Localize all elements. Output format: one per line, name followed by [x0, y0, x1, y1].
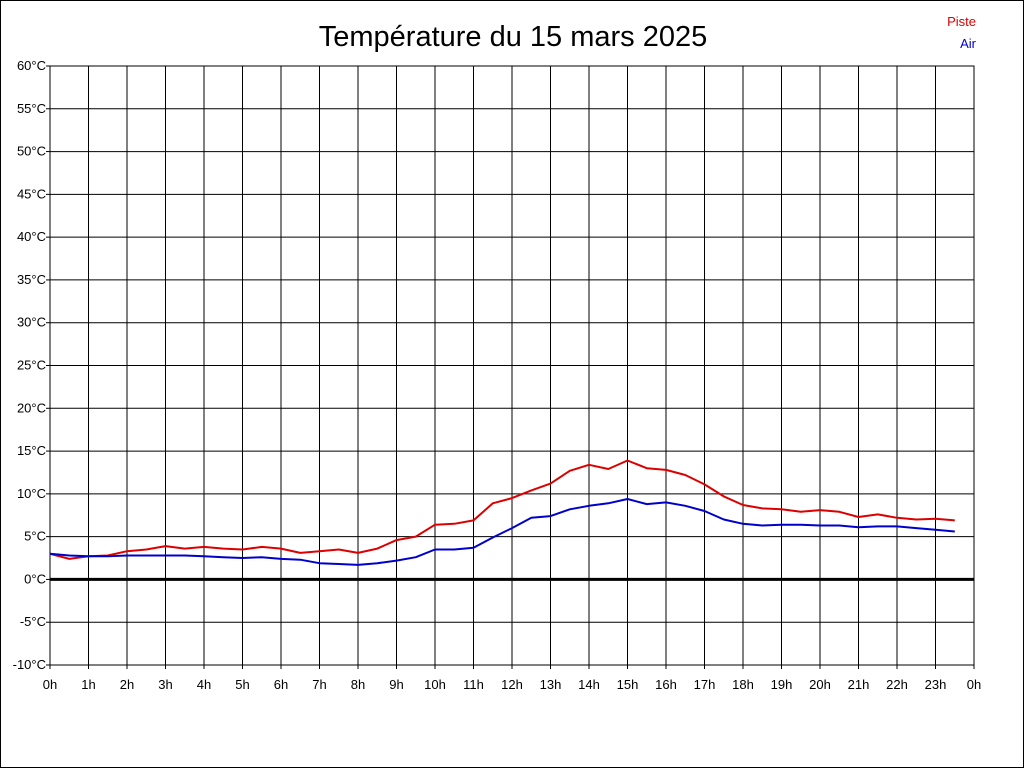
x-tick-label: 14h: [578, 677, 600, 692]
y-tick-label: 5°C: [24, 529, 46, 544]
x-tick-label: 16h: [655, 677, 677, 692]
series-line-piste: [49, 459, 955, 560]
x-tick-label: 6h: [274, 677, 288, 692]
x-tick-label: 19h: [771, 677, 793, 692]
series-group: [49, 459, 955, 566]
x-tick-label: 5h: [235, 677, 249, 692]
y-tick-label: 35°C: [17, 272, 46, 287]
x-tick-label: 22h: [886, 677, 908, 692]
y-tick-label: -10°C: [13, 657, 46, 672]
x-tick-label: 7h: [312, 677, 326, 692]
y-tick-label: 55°C: [17, 101, 46, 116]
y-tick-label: 25°C: [17, 358, 46, 373]
x-tick-label: 8h: [351, 677, 365, 692]
x-tick-label: 4h: [197, 677, 211, 692]
x-tick-label: 1h: [81, 677, 95, 692]
y-tick-label: 60°C: [17, 58, 46, 73]
x-tick-label: 9h: [389, 677, 403, 692]
chart-title: Température du 15 mars 2025: [319, 21, 708, 53]
grid: [50, 66, 974, 665]
y-tick-label: 20°C: [17, 400, 46, 415]
y-tick-label: 50°C: [17, 144, 46, 159]
legend: Piste Air: [947, 14, 977, 51]
y-axis: 60°C 55°C 50°C 45°C 40°C 35°C 30°C 25°C 20°C 15°C…: [13, 58, 50, 672]
legend-entry-piste: Piste: [947, 14, 976, 29]
y-tick-label: 45°C: [17, 186, 46, 201]
x-tick-label: 0h: [43, 677, 57, 692]
y-tick-label: 0°C: [24, 571, 46, 586]
x-tick-label: 15h: [617, 677, 639, 692]
y-tick-label: 15°C: [17, 443, 46, 458]
x-tick-label: 20h: [809, 677, 831, 692]
x-tick-label: 17h: [694, 677, 716, 692]
x-tick-label: 3h: [158, 677, 172, 692]
series-line-air: [49, 498, 955, 566]
x-tick-label: 10h: [424, 677, 446, 692]
x-tick-label: 13h: [540, 677, 562, 692]
x-tick-label: 11h: [463, 677, 484, 692]
y-tick-label: 10°C: [17, 486, 46, 501]
legend-entry-air: Air: [960, 36, 977, 51]
x-tick-label: 21h: [848, 677, 870, 692]
x-tick-label: 23h: [925, 677, 947, 692]
y-tick-label: -5°C: [20, 614, 46, 629]
x-tick-label: 12h: [501, 677, 523, 692]
y-tick-label: 40°C: [17, 229, 46, 244]
y-tick-label: 30°C: [17, 315, 46, 330]
x-axis: 0h 1h 2h 3h 4h 5h 6h 7h 8h 9h 10h 11h 12h 13h 14h 15h 16…: [43, 665, 981, 692]
x-tick-label: 18h: [732, 677, 754, 692]
x-tick-label: 0h: [967, 677, 981, 692]
x-tick-label: 2h: [120, 677, 134, 692]
